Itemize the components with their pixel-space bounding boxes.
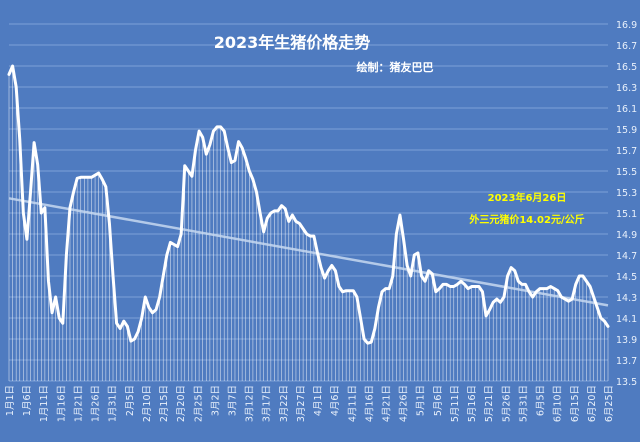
y-tick-label: 15.7 xyxy=(616,146,637,157)
x-tick-label: 3月7日 xyxy=(227,385,238,416)
y-tick-label: 13.7 xyxy=(616,356,637,367)
x-tick-label: 1月11日 xyxy=(39,385,50,422)
x-tick-label: 5月16日 xyxy=(467,385,478,422)
y-tick-label: 16.9 xyxy=(616,20,637,31)
x-tick-label: 4月16日 xyxy=(364,385,375,422)
x-tick-label: 1月31日 xyxy=(108,385,119,422)
y-tick-label: 15.3 xyxy=(616,188,637,199)
y-axis-ticks: 13.5 13.7 13.9 14.1 14.3 14.5 14.7 14.9 15.1 15.3… xyxy=(616,20,637,388)
x-tick-label: 1月6日 xyxy=(22,385,33,416)
x-tick-label: 4月11日 xyxy=(347,385,358,422)
grid xyxy=(9,23,608,382)
x-tick-label: 5月26日 xyxy=(501,385,512,422)
y-tick-label: 14.9 xyxy=(616,230,637,241)
series-line xyxy=(7,64,610,345)
x-axis-ticks: 1月1日 1月6日 1月11日 1月16日 1月21日 1月26日 1月31日 2月5日 2月1… xyxy=(5,385,615,422)
y-tick-label: 14.3 xyxy=(616,293,637,304)
x-tick-label: 2月10日 xyxy=(142,385,153,422)
y-tick-label: 15.1 xyxy=(616,209,637,220)
y-tick-label: 15.9 xyxy=(616,125,637,136)
x-tick-label: 2月5日 xyxy=(125,385,136,416)
x-tick-label: 3月12日 xyxy=(245,385,256,422)
x-tick-label: 5月31日 xyxy=(518,385,529,422)
drop-lines xyxy=(8,66,609,381)
series-group xyxy=(7,64,610,345)
x-tick-label: 4月1日 xyxy=(313,385,324,416)
chart-title: 2023年生猪价格走势 xyxy=(214,33,371,52)
y-tick-label: 16.5 xyxy=(616,62,637,73)
x-tick-label: 2月20日 xyxy=(176,385,187,422)
x-tick-label: 5月11日 xyxy=(450,385,461,422)
annotation-price: 外三元猪价14.02元/公斤 xyxy=(468,213,584,226)
x-tick-label: 1月16日 xyxy=(56,385,67,422)
x-tick-label: 4月6日 xyxy=(330,385,341,416)
chart-subtitle: 绘制：猪友巴巴 xyxy=(357,60,434,74)
x-tick-label: 4月26日 xyxy=(399,385,410,422)
x-tick-label: 2月25日 xyxy=(193,385,204,422)
y-tick-label: 14.5 xyxy=(616,272,637,283)
x-tick-label: 3月27日 xyxy=(296,385,307,422)
x-tick-label: 5月21日 xyxy=(484,385,495,422)
x-tick-label: 6月15日 xyxy=(570,385,581,422)
x-tick-label: 3月2日 xyxy=(210,385,221,416)
x-tick-label: 1月26日 xyxy=(91,385,102,422)
y-tick-label: 13.9 xyxy=(616,335,637,346)
y-tick-label: 15.5 xyxy=(616,167,637,178)
x-tick-label: 3月17日 xyxy=(262,385,273,422)
x-tick-label: 6月20日 xyxy=(587,385,598,422)
x-tick-label: 2月15日 xyxy=(159,385,170,422)
x-tick-label: 4月21日 xyxy=(382,385,393,422)
x-tick-label: 6月10日 xyxy=(553,385,564,422)
x-tick-label: 6月5日 xyxy=(536,385,547,416)
y-tick-label: 14.7 xyxy=(616,251,637,262)
y-tick-label: 16.1 xyxy=(616,104,637,115)
x-tick-label: 6月25日 xyxy=(604,385,615,422)
y-tick-label: 13.5 xyxy=(616,377,637,388)
x-tick-label: 1月21日 xyxy=(73,385,84,422)
y-tick-label: 16.3 xyxy=(616,83,637,94)
x-tick-label: 1月1日 xyxy=(5,385,16,416)
x-tick-label: 5月6日 xyxy=(433,385,444,416)
x-tick-label: 3月22日 xyxy=(279,385,290,422)
annotation-date: 2023年6月26日 xyxy=(488,191,567,204)
y-tick-label: 16.7 xyxy=(616,41,637,52)
y-tick-label: 14.1 xyxy=(616,314,637,325)
x-tick-label: 5月1日 xyxy=(416,385,427,416)
